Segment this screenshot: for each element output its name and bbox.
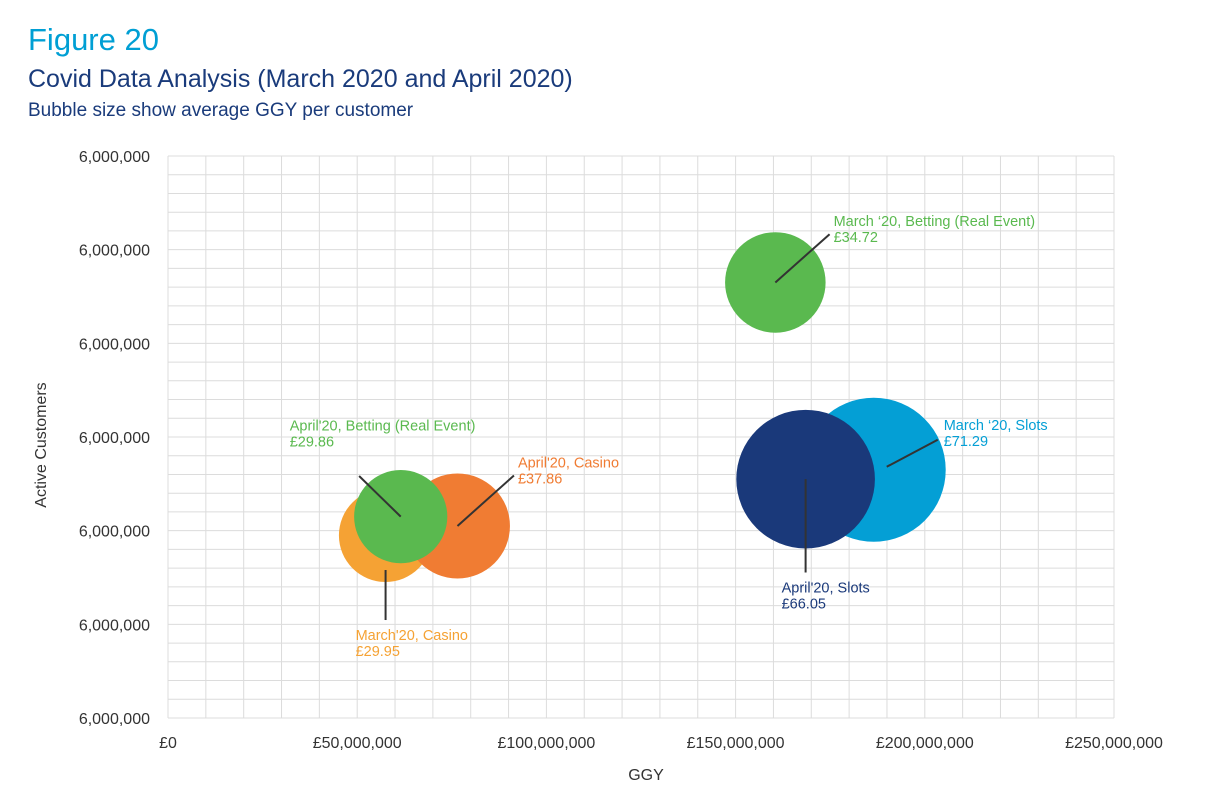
bubble-label-value: £71.29	[944, 434, 988, 450]
chart-title: Covid Data Analysis (March 2020 and Apri…	[28, 65, 573, 93]
bubble-label-name: March'20, Casino	[356, 628, 468, 644]
bubble-label-value: £29.86	[290, 435, 334, 451]
bubble-label-value: £37.86	[518, 472, 562, 488]
bubble-label-name: April'20, Casino	[518, 456, 619, 472]
x-axis-title: GGY	[628, 767, 664, 784]
y-tick-label: 6,000,000	[79, 524, 150, 541]
bubble-label-name: April'20, Betting (Real Event)	[290, 419, 476, 435]
chart-subtitle: Bubble size show average GGY per custome…	[28, 100, 414, 121]
bubbles	[338, 232, 946, 583]
bubble-label-value: £34.72	[834, 230, 878, 246]
leader-line	[886, 438, 939, 468]
x-tick-label: £100,000,000	[497, 735, 595, 752]
leader-line	[456, 474, 515, 527]
y-tick-label: 6,000,000	[79, 149, 150, 166]
leader-line	[774, 233, 831, 284]
leader-line	[358, 475, 402, 518]
y-tick-label: 6,000,000	[79, 430, 150, 447]
bubble-label-name: March ‘20, Slots	[944, 418, 1048, 434]
figure-label: Figure 20	[28, 22, 159, 57]
x-tick-label: £0	[159, 735, 177, 752]
bubble-label-value: £66.05	[782, 596, 826, 612]
x-tick-label: £50,000,000	[313, 735, 402, 752]
y-axis-ticks: 6,000,000 6,000,000 6,000,000 6,000,000 6,00…	[79, 149, 150, 728]
bubble-label-value: £29.95	[356, 644, 400, 660]
grid-lines	[167, 155, 1115, 719]
y-tick-label: 6,000,000	[79, 617, 150, 634]
x-tick-label: £150,000,000	[687, 735, 785, 752]
x-axis-ticks: £0 £50,000,000 £100,000,000 £150,000,000 £20…	[159, 735, 1163, 752]
y-tick-label: 6,000,000	[79, 711, 150, 728]
y-tick-label: 6,000,000	[79, 243, 150, 260]
bubble-label-name: April'20, Slots	[782, 580, 870, 596]
x-tick-label: £200,000,000	[876, 735, 974, 752]
y-tick-label: 6,000,000	[79, 336, 150, 353]
y-axis-title: Active Customers	[33, 382, 50, 507]
bubble-label-name: March ‘20, Betting (Real Event)	[834, 214, 1035, 230]
bubble	[736, 409, 875, 549]
x-tick-label: £250,000,000	[1065, 735, 1163, 752]
